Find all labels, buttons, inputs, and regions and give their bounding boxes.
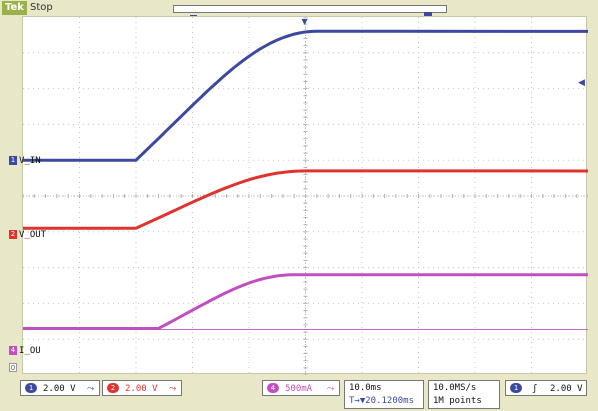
waveform-ch1 [23,29,588,162]
ch4-scale: 500mA [285,384,313,394]
waveform-graticule[interactable]: ◀ ▼ [22,16,588,375]
ch2-badge: 2 [107,383,119,393]
trigger-readout[interactable]: 1 ʃ 2.00 V [505,380,587,396]
reference-ground-marker: 0 [9,363,17,372]
run-state[interactable]: Stop [30,2,53,13]
trigger-delay: T→▼20.1200ms [349,396,415,406]
ch1-readout[interactable]: 1 2.00 V ⤳ [20,380,100,396]
timebase-scale: 10.0ms [349,383,382,393]
trigger-level: 2.00 V [550,384,583,394]
ch4-ground-marker[interactable]: 4 [9,346,17,355]
record-window[interactable] [424,12,432,16]
ch1-badge: 1 [25,383,37,393]
status-bar: 1 2.00 V ⤳ 2 2.00 V ⤳ 4 500mA ⤳ 10.0ms T… [0,378,598,411]
ch4-badge: 4 [267,383,279,393]
ch4-label: I_OU [19,346,41,356]
record-bar[interactable] [173,5,447,16]
ch2-coupling-icon: ⤳ [169,384,177,394]
ch1-ground-marker[interactable]: 1 [9,156,17,165]
waveform-svg: ◀▼ [23,17,588,375]
trigger-slope-icon: ʃ [532,384,538,394]
trigger-level-marker: ◀ [578,78,585,88]
ch2-ground-marker[interactable]: 2 [9,230,17,239]
ch1-scale: 2.00 V [43,384,76,394]
record-length: 1M points [433,396,482,406]
sample-rate: 10.0MS/s [433,383,477,393]
waveform-ch4 [23,273,588,330]
ch4-coupling-icon: ⤳ [327,384,335,394]
waveform-ch2 [23,169,588,230]
trigger-time-marker: ▼ [302,17,309,26]
ch2-readout[interactable]: 2 2.00 V ⤳ [102,380,182,396]
timebase-readout[interactable]: 10.0ms T→▼20.1200ms [344,380,424,409]
ch2-label: V_OUT [19,230,47,240]
trigger-source-badge: 1 [510,383,522,393]
ch4-readout[interactable]: 4 500mA ⤳ [262,380,340,396]
acquisition-readout[interactable]: 10.0MS/s 1M points [428,380,500,409]
ch1-label: V_IN [19,156,41,166]
brand-badge: Tek [2,1,27,15]
top-bar: Tek Stop T [0,0,598,23]
ch1-coupling-icon: ⤳ [87,384,95,394]
ch2-scale: 2.00 V [125,384,158,394]
